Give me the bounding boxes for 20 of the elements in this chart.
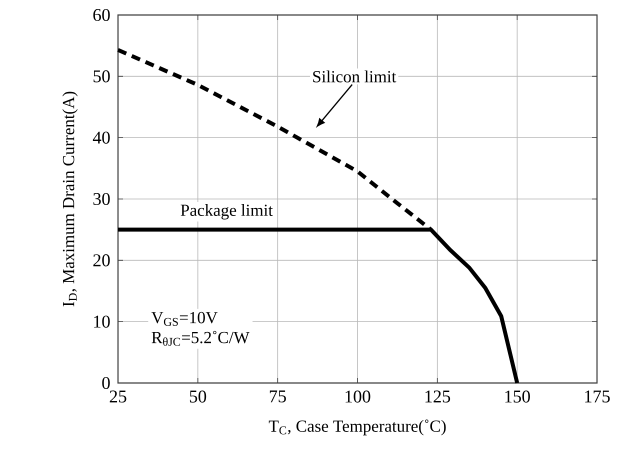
- annotation: V$_{GS}$=10V: [151, 312, 218, 326]
- x-tick-label: 75: [270, 390, 286, 402]
- y-tick-label: 50: [94, 70, 110, 82]
- x-tick-label: 50: [190, 390, 206, 403]
- y-tick-label: 60: [93, 8, 110, 22]
- annotation: Silicon limit: [313, 70, 396, 82]
- annotation: Package limit: [180, 204, 273, 220]
- y-tick-label: 40: [92, 132, 110, 144]
- y-tick-label: 30: [93, 192, 110, 206]
- y-tick-label: 20: [93, 254, 110, 266]
- y-tick-label: 0: [102, 376, 110, 390]
- x-axis-title: T$_{C}$, Case Temperature(˚C): [268, 419, 446, 436]
- x-tick-label: 25: [110, 390, 126, 403]
- annotation: R$_{θJC}$=5.2˚C/W: [152, 330, 250, 346]
- x-tick-label: 125: [425, 390, 450, 403]
- y-tick-label: 10: [94, 316, 110, 328]
- y-axis-title: I$_{D}$, Maximum Drain Current(A): [62, 92, 78, 306]
- x-tick-label: 150: [505, 390, 530, 403]
- x-tick-label: 100: [346, 390, 370, 403]
- x-tick-label: 175: [585, 390, 610, 403]
